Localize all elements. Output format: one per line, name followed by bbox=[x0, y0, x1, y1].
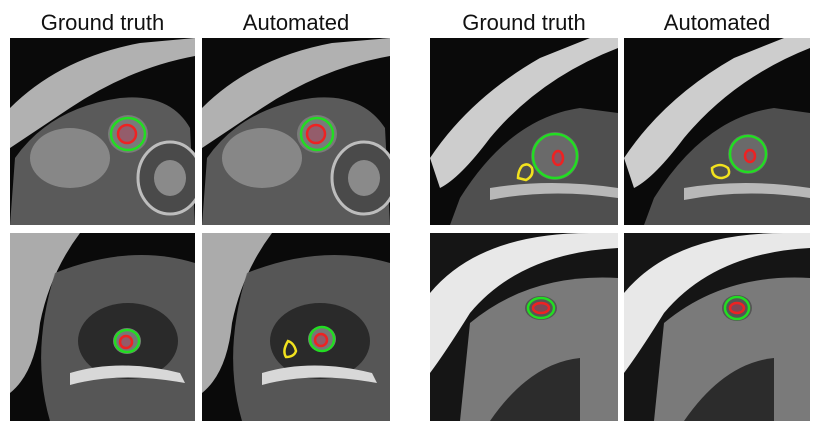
mri-panel-left-top-ground-truth bbox=[10, 38, 195, 225]
mri-panel-right-bottom-automated bbox=[624, 233, 810, 421]
right-ventricle-contour bbox=[710, 163, 731, 180]
mri-panel-left-bottom-automated bbox=[202, 233, 390, 421]
epicardium-contour bbox=[109, 116, 147, 152]
epicardium-contour bbox=[728, 134, 768, 174]
mri-panel-left-bottom-ground-truth bbox=[10, 233, 195, 421]
endocardium-contour bbox=[305, 123, 327, 145]
endocardium-contour bbox=[728, 301, 746, 315]
endocardium-contour bbox=[118, 334, 134, 350]
epicardium-contour bbox=[113, 328, 141, 354]
mri-panel-right-bottom-ground-truth bbox=[430, 233, 618, 421]
epicardium-contour bbox=[531, 132, 579, 180]
epicardium-contour bbox=[526, 296, 556, 320]
endocardium-contour bbox=[743, 148, 757, 164]
endocardium-contour bbox=[551, 149, 565, 167]
header-right-ground-truth: Ground truth bbox=[462, 10, 586, 35]
header-right-automated: Automated bbox=[663, 10, 771, 35]
endocardium-contour bbox=[531, 301, 551, 315]
endocardium-contour bbox=[313, 332, 329, 348]
right-ventricle-contour bbox=[516, 163, 534, 182]
mri-panel-left-top-automated bbox=[202, 38, 390, 225]
header-left-ground-truth: Ground truth bbox=[40, 10, 165, 35]
epicardium-contour bbox=[723, 295, 751, 321]
mri-panel-right-top-ground-truth bbox=[430, 38, 618, 225]
right-ventricle-contour bbox=[283, 339, 298, 359]
mri-panel-right-top-automated bbox=[624, 38, 810, 225]
header-left-automated: Automated bbox=[242, 10, 350, 35]
epicardium-contour bbox=[308, 325, 336, 353]
endocardium-contour bbox=[116, 123, 138, 145]
epicardium-contour bbox=[299, 116, 335, 152]
